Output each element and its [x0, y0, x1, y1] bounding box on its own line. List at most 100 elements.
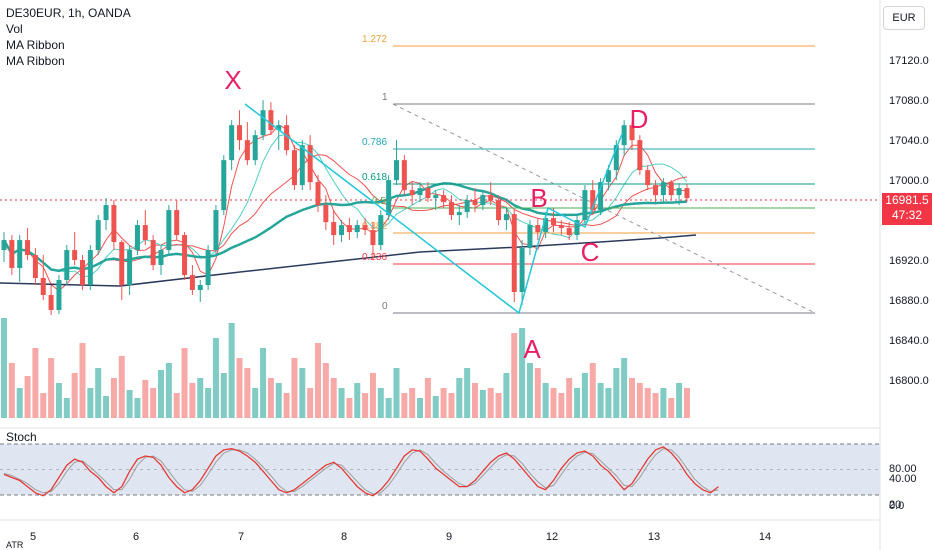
- candle-body: [394, 160, 399, 181]
- volume-bar: [385, 398, 392, 418]
- candle-body: [56, 280, 62, 310]
- volume-bar: [48, 358, 55, 418]
- volume-bar: [150, 388, 157, 418]
- stoch-band: [0, 444, 880, 495]
- ma-ribbon-legend-2[interactable]: MA Ribbon: [6, 54, 65, 68]
- volume-bar: [315, 343, 321, 418]
- volume-bar: [597, 383, 604, 418]
- time-tick-label: 7: [238, 531, 244, 543]
- volume-bar: [291, 358, 298, 418]
- time-axis[interactable]: 5 6 7 8 9 12 13 14: [30, 531, 771, 543]
- volume-bar: [354, 383, 361, 418]
- volume-bar: [134, 398, 141, 418]
- pattern-label-b: B: [530, 183, 547, 213]
- pattern-label-c: C: [581, 237, 600, 267]
- candle-body: [613, 145, 619, 171]
- candle-body: [221, 160, 227, 211]
- candle-body: [417, 188, 423, 196]
- candle-body: [205, 250, 211, 286]
- volume-bar: [126, 390, 133, 418]
- stoch-tick-label: 80.00: [889, 463, 917, 475]
- candle-body: [401, 160, 407, 191]
- volume-bar: [63, 398, 70, 418]
- volume-bar: [660, 388, 667, 418]
- candle-body: [197, 285, 203, 291]
- candle-body: [645, 170, 651, 186]
- time-tick-label: 13: [648, 531, 660, 543]
- volume-bar: [589, 363, 596, 418]
- volume-bar: [330, 378, 337, 418]
- candle-body: [323, 205, 329, 223]
- volume-bar: [87, 388, 94, 418]
- candle-body: [268, 110, 274, 131]
- atr-label[interactable]: ATR: [6, 540, 24, 550]
- pattern-label-d: D: [630, 104, 649, 134]
- price-tick-label: 17120.0: [889, 55, 929, 67]
- candle-body: [182, 235, 188, 276]
- volume-bar: [581, 373, 588, 418]
- candle-body: [284, 125, 290, 151]
- volume-bar: [409, 388, 416, 418]
- currency-button[interactable]: EUR: [883, 6, 925, 30]
- candle-body: [95, 220, 101, 251]
- candle-body: [119, 242, 125, 286]
- volume-bar: [534, 368, 541, 418]
- candle-body: [291, 150, 297, 186]
- candle-body: [32, 255, 38, 279]
- time-tick-label: 12: [546, 531, 558, 543]
- candle-body: [346, 225, 352, 233]
- candle-body: [496, 200, 502, 221]
- candle-body: [299, 145, 305, 186]
- candle-body: [676, 188, 682, 196]
- candle-body: [551, 218, 556, 226]
- volume-bar: [1, 318, 7, 418]
- volume-bar: [197, 378, 204, 418]
- volume-bar: [432, 396, 439, 418]
- candle-body: [386, 180, 392, 216]
- pattern-label-x: X: [224, 65, 241, 95]
- volume-bar: [252, 388, 259, 418]
- xabcd-pattern[interactable]: X A B C D: [224, 65, 648, 364]
- stoch-label[interactable]: Stoch: [6, 430, 37, 444]
- volume-bar: [668, 398, 675, 418]
- symbol-legend[interactable]: DE30EUR, 1h, OANDA: [6, 6, 131, 20]
- vol-legend[interactable]: Vol: [6, 22, 23, 36]
- candle-body: [433, 195, 439, 199]
- volume-bar: [511, 333, 518, 418]
- volume-bar: [189, 383, 196, 418]
- stoch-tick-label: 20: [889, 499, 901, 511]
- candle-body: [158, 250, 164, 266]
- volume-bar: [16, 388, 23, 418]
- volume-bar: [526, 363, 533, 418]
- volume-bar: [495, 393, 502, 418]
- volume-bar: [346, 398, 353, 418]
- volume-bar: [605, 388, 612, 418]
- candle-body: [472, 200, 478, 206]
- candle-body: [488, 195, 494, 201]
- volume-bar: [487, 388, 494, 418]
- candle-body: [237, 125, 242, 141]
- volume-bar: [550, 388, 557, 418]
- fib-level-label: 1.272: [362, 34, 387, 45]
- volume-bar: [636, 383, 643, 418]
- fib-retracement[interactable]: 1.272 1 0.786 0.618 0.5 0.382 0.236 0: [362, 34, 816, 314]
- volume-bar: [142, 380, 149, 418]
- volume-bar: [519, 328, 526, 418]
- fib-level-label: 1: [382, 92, 388, 103]
- volume-bar: [55, 383, 62, 418]
- price-tick-label: 17080.0: [889, 95, 929, 107]
- candle-body: [527, 225, 533, 249]
- xabcd-path: [244, 103, 623, 315]
- candle-body: [598, 182, 604, 211]
- volume-bar: [424, 378, 431, 418]
- candle-body: [574, 220, 580, 236]
- ma-line-long: [0, 234, 697, 287]
- candle-body: [660, 182, 666, 196]
- volume-bar: [260, 348, 267, 418]
- volume-bar: [683, 388, 690, 418]
- candle-body: [72, 250, 78, 261]
- candle-body: [315, 182, 321, 206]
- candle-body: [535, 225, 541, 233]
- ma-ribbon-legend-1[interactable]: MA Ribbon: [6, 38, 65, 52]
